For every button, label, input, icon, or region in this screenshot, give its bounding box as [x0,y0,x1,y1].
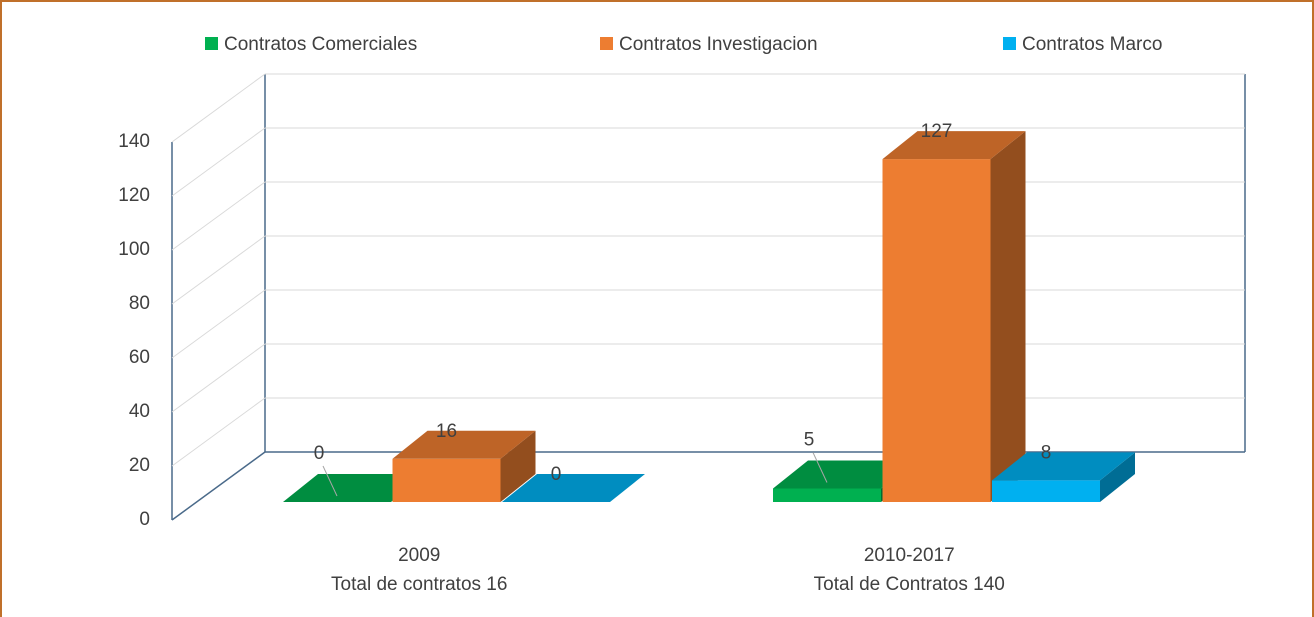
legend-swatch [1003,37,1016,50]
data-label: 127 [921,121,953,142]
bar [773,488,881,502]
bar-side [500,430,536,502]
bar-side [990,131,1026,502]
bar-top [773,460,916,489]
bar-top [283,474,426,502]
bar [882,159,991,502]
bar-side [1100,452,1135,502]
y-tick-label: 100 [118,239,150,260]
legend-label: Contratos Marco [1022,34,1162,55]
bar [392,458,501,502]
y-tick-label: 80 [129,293,150,314]
x-tick-label: 2009 [398,545,440,566]
grid-line [171,181,266,251]
leader-line [322,465,338,497]
y-tick-label: 40 [129,401,150,422]
bar-top [992,452,1135,481]
legend-swatch [205,37,218,50]
bar-top [502,474,645,502]
bar-top [392,430,536,459]
leader-line [812,452,828,483]
grid-line [171,289,266,359]
y-tick-label: 20 [129,455,150,476]
y-tick-label: 120 [118,185,150,206]
legend-swatch [600,37,613,50]
x-tick-note: Total de Contratos 140 [814,574,1005,595]
legend-label: Contratos Comerciales [224,34,417,55]
x-tick-label: 2010-2017 [864,545,955,566]
data-label: 8 [1041,442,1052,463]
data-label: 0 [551,464,562,485]
bar [992,480,1100,502]
grid-line [171,397,266,467]
y-tick-label: 60 [129,347,150,368]
grid-line [171,73,266,143]
legend-label: Contratos Investigacion [619,34,818,55]
grid-line [171,343,266,413]
grid-line [171,235,266,305]
data-label: 16 [436,421,457,442]
floor-edge [171,451,266,521]
y-tick-label: 140 [118,131,150,152]
bar-top [882,131,1026,160]
y-tick-label: 0 [139,509,150,530]
x-tick-note: Total de contratos 16 [331,574,507,595]
data-label: 0 [314,443,325,464]
data-label: 5 [804,430,815,451]
grid-line [171,127,266,197]
